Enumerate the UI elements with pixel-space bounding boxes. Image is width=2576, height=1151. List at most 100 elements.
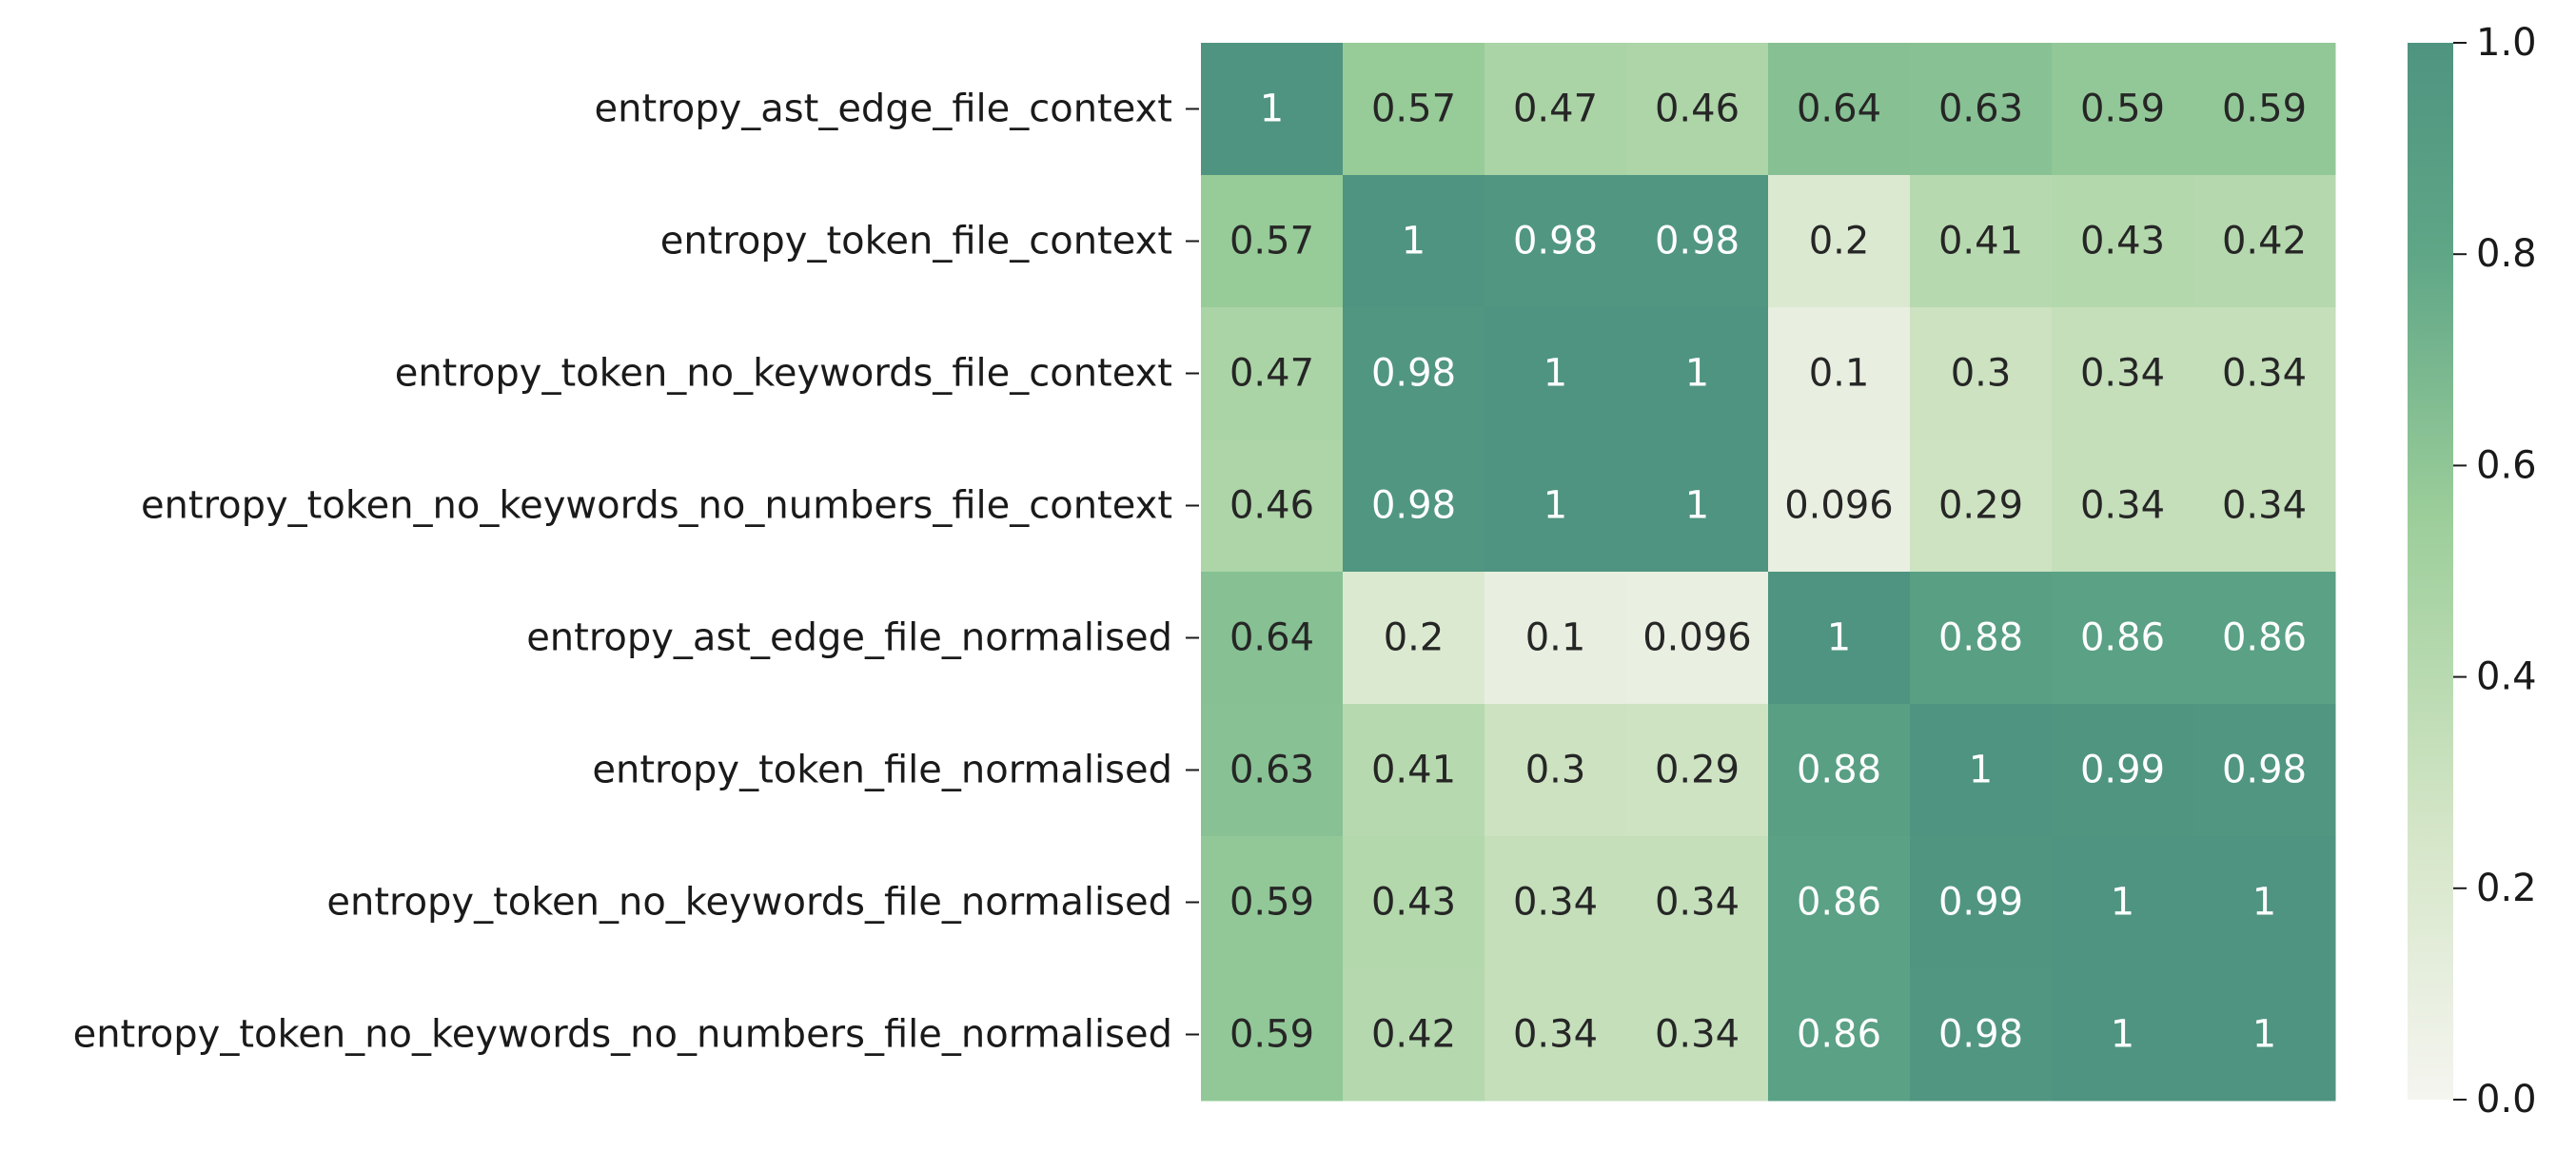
heatmap-cell-r7-c3 (1626, 968, 1769, 1102)
cell-value-label-r1-c3: 0.98 (1655, 220, 1740, 263)
heatmap-cell-r0-c2 (1485, 43, 1627, 176)
heatmap-cell-r2-c1 (1343, 307, 1485, 440)
cell-value-label-r1-c7: 0.42 (2222, 220, 2307, 263)
row-tick-label: entropy_token_no_keywords_no_numbers_fil… (73, 1013, 1172, 1057)
heatmap-cell-r3-c0 (1201, 439, 1344, 573)
row-labels: entropy_ast_edge_file_context entropy_tok… (73, 88, 1199, 1057)
cell-value-label-r5-c1: 0.41 (1371, 749, 1456, 792)
heatmap-cell-r5-c1 (1343, 704, 1485, 837)
colorbar-tick-label: 0.0 (2476, 1078, 2537, 1122)
cell-value-label-r1-c0: 0.57 (1229, 220, 1314, 263)
row-tick-label: entropy_token_no_keywords_file_normalise… (326, 881, 1172, 925)
colorbar: 0.0 0.2 0.4 0.6 0.8 1.0 (2408, 21, 2537, 1122)
cell-value-label-r1-c2: 0.98 (1513, 220, 1598, 263)
cell-value-label-r5-c2: 0.3 (1525, 749, 1586, 792)
cell-value-label-r4-c1: 0.2 (1384, 616, 1445, 660)
cell-value-label-r2-c7: 0.34 (2222, 352, 2307, 396)
cell-value-label-r1-c1: 1 (1402, 220, 1426, 263)
heatmap-cell-r4-c3 (1626, 572, 1769, 705)
cell-value-label-r2-c2: 1 (1544, 352, 1567, 396)
heatmap-cell-r0-c3 (1626, 43, 1769, 176)
heatmap-cell-r0-c5 (1910, 43, 2053, 176)
cell-value-label-r4-c6: 0.86 (2080, 616, 2165, 660)
heatmap-cell-r3-c7 (2193, 439, 2336, 573)
cell-value-label-r0-c5: 0.63 (1938, 88, 2023, 131)
cell-value-label-r0-c4: 0.64 (1797, 88, 1881, 131)
cell-value-label-r0-c2: 0.47 (1513, 88, 1598, 131)
heatmap-cell-r4-c0 (1201, 572, 1344, 705)
cell-value-label-r5-c4: 0.88 (1797, 749, 1881, 792)
heatmap-cell-r2-c0 (1201, 307, 1344, 440)
heatmap-cell-r6-c6 (2052, 836, 2194, 969)
heatmap-cell-r1-c6 (2052, 175, 2194, 308)
heatmap-cell-r6-c1 (1343, 836, 1485, 969)
heatmap-cell-r1-c3 (1626, 175, 1769, 308)
heatmap-cell-r0-c1 (1343, 43, 1485, 176)
cell-value-label-r0-c1: 0.57 (1371, 88, 1456, 131)
cell-value-label-r7-c3: 0.34 (1655, 1013, 1740, 1057)
cell-value-label-r5-c7: 0.98 (2222, 749, 2307, 792)
cell-value-label-r4-c4: 1 (1827, 616, 1851, 660)
row-tick-label: entropy_token_no_keywords_no_numbers_fil… (141, 484, 1172, 528)
heatmap-cell-r7-c0 (1201, 968, 1344, 1102)
heatmap-cell-r6-c5 (1910, 836, 2053, 969)
heatmap-cell-r2-c2 (1485, 307, 1627, 440)
heatmap-cell-r7-c6 (2052, 968, 2194, 1102)
colorbar-tick-label: 0.4 (2476, 655, 2537, 699)
heatmap-cell-r4-c1 (1343, 572, 1485, 705)
cell-value-label-r5-c6: 0.99 (2080, 749, 2165, 792)
heatmap-cell-r5-c0 (1201, 704, 1344, 837)
heatmap-cell-r3-c1 (1343, 439, 1485, 573)
cell-value-label-r6-c1: 0.43 (1371, 881, 1456, 925)
heatmap-cell-r5-c5 (1910, 704, 2053, 837)
heatmap-cell-r5-c3 (1626, 704, 1769, 837)
cell-value-label-r2-c1: 0.98 (1371, 352, 1456, 396)
cell-value-label-r6-c6: 1 (2111, 881, 2134, 925)
row-tick-label: entropy_ast_edge_file_normalised (526, 616, 1172, 660)
heatmap-cell-r6-c4 (1768, 836, 1911, 969)
colorbar-tick-label: 0.6 (2476, 443, 2537, 487)
heatmap-cell-r4-c5 (1910, 572, 2053, 705)
cell-value-label-r1-c4: 0.2 (1809, 220, 1870, 263)
colorbar-tick-label: 0.2 (2476, 867, 2537, 910)
cell-value-label-r7-c0: 0.59 (1229, 1013, 1314, 1057)
heatmap-cell-r4-c6 (2052, 572, 2194, 705)
heatmap-cell-r5-c6 (2052, 704, 2194, 837)
heatmap-cell-r1-c5 (1910, 175, 2053, 308)
row-tick-label: entropy_token_no_keywords_file_context (395, 352, 1172, 396)
heatmap-cell-r2-c3 (1626, 307, 1769, 440)
cell-value-label-r3-c0: 0.46 (1229, 484, 1314, 528)
cell-value-label-r7-c4: 0.86 (1797, 1013, 1881, 1057)
heatmap-cell-r2-c4 (1768, 307, 1911, 440)
heatmap-cell-r4-c2 (1485, 572, 1627, 705)
row-tick-label: entropy_token_file_normalised (592, 749, 1172, 792)
cell-value-label-r0-c7: 0.59 (2222, 88, 2307, 131)
cell-value-label-r3-c3: 1 (1685, 484, 1709, 528)
cell-value-label-r6-c0: 0.59 (1229, 881, 1314, 925)
heatmap-cell-r4-c7 (2193, 572, 2336, 705)
heatmap-cells: 1 0.57 0.47 0.46 0.64 0.63 0.59 0.59 0.57 1 0.98 0.… (1201, 43, 2336, 1102)
cell-value-label-r4-c3: 0.096 (1642, 616, 1752, 660)
cell-value-label-r2-c0: 0.47 (1229, 352, 1314, 396)
cell-value-label-r6-c4: 0.86 (1797, 881, 1881, 925)
cell-value-label-r4-c5: 0.88 (1938, 616, 2023, 660)
heatmap-cell-r0-c7 (2193, 43, 2336, 176)
heatmap-cell-r7-c2 (1485, 968, 1627, 1102)
cell-value-label-r1-c6: 0.43 (2080, 220, 2165, 263)
cell-value-label-r7-c2: 0.34 (1513, 1013, 1598, 1057)
heatmap-cell-r2-c5 (1910, 307, 2053, 440)
heatmap-cell-r1-c0 (1201, 175, 1344, 308)
heatmap-cell-r3-c5 (1910, 439, 2053, 573)
cell-value-label-r6-c2: 0.34 (1513, 881, 1598, 925)
cell-value-label-r7-c5: 0.98 (1938, 1013, 2023, 1057)
heatmap-cell-r1-c1 (1343, 175, 1485, 308)
heatmap-cell-r6-c2 (1485, 836, 1627, 969)
row-tick-label: entropy_ast_edge_file_context (595, 88, 1172, 131)
heatmap-cell-r0-c0 (1201, 43, 1344, 176)
cell-value-label-r0-c6: 0.59 (2080, 88, 2165, 131)
row-tick-label: entropy_token_file_context (660, 220, 1172, 263)
cell-value-label-r3-c2: 1 (1544, 484, 1567, 528)
cell-value-label-r2-c5: 0.3 (1951, 352, 2012, 396)
cell-value-label-r2-c4: 0.1 (1809, 352, 1870, 396)
